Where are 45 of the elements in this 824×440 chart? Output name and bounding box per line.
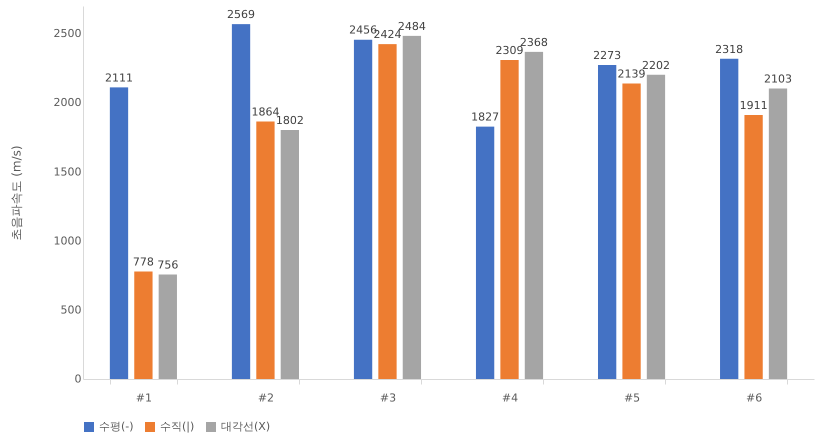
- bar: [476, 126, 494, 379]
- data-label: 2569: [227, 8, 256, 22]
- y-tick-label: 1000: [54, 234, 82, 248]
- bar: [280, 130, 300, 379]
- data-label: 2273: [593, 48, 622, 62]
- bar: [720, 58, 738, 379]
- data-label: 1911: [740, 99, 768, 112]
- legend-label: 수평(-): [99, 420, 134, 433]
- bar: [378, 44, 397, 379]
- bar: [354, 40, 372, 379]
- y-tick-label: 0: [74, 372, 82, 386]
- bar: [256, 121, 275, 379]
- bar: [110, 87, 128, 379]
- data-label: 1827: [471, 110, 500, 124]
- bar: [598, 64, 616, 379]
- bar: [622, 84, 641, 379]
- bar: [768, 88, 788, 379]
- bar: [646, 74, 666, 379]
- data-label: 2139: [618, 68, 646, 80]
- data-label: 2318: [715, 42, 744, 56]
- bar: [402, 36, 422, 379]
- x-tick-label: #2: [258, 392, 274, 404]
- y-tick-label: 2000: [54, 96, 82, 110]
- y-tick-label: 1500: [54, 165, 82, 178]
- legend-label: 대각선(X): [221, 420, 270, 433]
- bar: [500, 60, 519, 379]
- x-tick-label: #1: [136, 392, 152, 404]
- data-label: 2103: [764, 72, 792, 86]
- y-axis-title: 초음파속도 (m/s): [10, 145, 24, 241]
- bar: [744, 115, 763, 379]
- bar: [158, 274, 177, 379]
- data-label: 756: [157, 258, 178, 272]
- x-tick-label: #4: [502, 392, 518, 404]
- x-tick-label: #3: [380, 392, 396, 404]
- y-tick-label: 500: [60, 303, 82, 316]
- legend-label: 수직(|): [160, 420, 194, 433]
- data-label: 2111: [105, 71, 133, 84]
- data-label: 778: [132, 256, 154, 269]
- x-tick-label: #6: [746, 392, 762, 404]
- bar: [232, 24, 250, 379]
- y-tick-label: 2500: [54, 27, 82, 40]
- bar: [134, 272, 153, 379]
- data-label: 1802: [276, 114, 304, 128]
- x-tick-label: #5: [624, 392, 640, 404]
- bar: [524, 52, 544, 379]
